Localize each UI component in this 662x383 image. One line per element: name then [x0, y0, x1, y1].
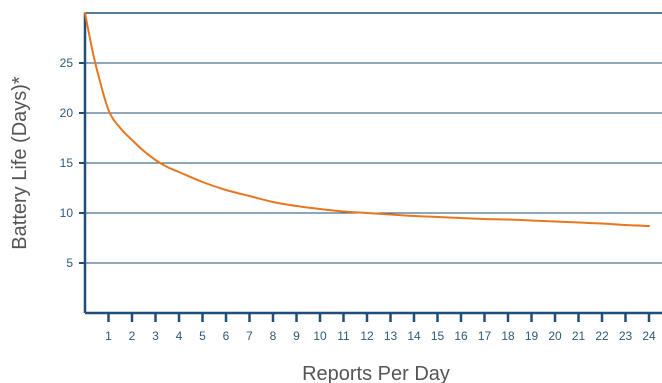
data-point	[143, 150, 145, 152]
x-tick-label-24: 24	[642, 329, 656, 343]
x-tick-label-16: 16	[454, 329, 468, 343]
data-point	[625, 224, 627, 226]
data-point	[131, 139, 133, 141]
data-point	[84, 12, 86, 14]
x-tick-label-11: 11	[337, 329, 350, 343]
data-point	[119, 127, 121, 129]
x-tick-label-12: 12	[360, 329, 374, 343]
y-axis-title: Battery Life (Days)*	[9, 76, 31, 250]
x-tick-label-23: 23	[619, 329, 633, 343]
data-point	[296, 205, 298, 207]
gridlines	[85, 12, 662, 264]
data-point	[272, 201, 274, 203]
data-point	[531, 220, 533, 222]
axis-titles: Reports Per Day Battery Life (Days)*	[9, 76, 450, 383]
data-point	[319, 208, 321, 210]
data-point	[578, 222, 580, 224]
x-tick-label-13: 13	[384, 329, 398, 343]
x-tick-label-5: 5	[199, 329, 206, 343]
x-axis: 1 2 3 4 5 6 7 8 9 10 11 12 13 14 15 16 17 18 19 20 21 22 23 24	[85, 311, 662, 343]
x-tick-label-6: 6	[223, 329, 230, 343]
x-tick-label-18: 18	[501, 329, 515, 343]
x-tick-label-20: 20	[548, 329, 562, 343]
x-tick-label-1: 1	[105, 329, 112, 343]
x-tick-label-21: 21	[572, 329, 586, 343]
x-tick-label-4: 4	[176, 329, 183, 343]
data-point	[249, 195, 251, 197]
data-point	[460, 217, 462, 219]
data-point	[507, 219, 509, 221]
y-axis: 5 10 15 20 25	[60, 13, 87, 313]
x-tick-label-22: 22	[595, 329, 609, 343]
series-line-0	[84, 12, 650, 227]
data-point	[366, 212, 368, 214]
data-point	[437, 216, 439, 218]
data-point	[225, 189, 227, 191]
x-axis-title: Reports Per Day	[302, 363, 450, 383]
x-tick-label-9: 9	[293, 329, 300, 343]
data-point	[484, 218, 486, 220]
x-tick-label-17: 17	[478, 329, 492, 343]
data-point	[178, 171, 180, 173]
data-point	[390, 214, 392, 216]
y-tick-label-5: 5	[66, 256, 73, 270]
y-tick-label-10: 10	[60, 206, 74, 220]
y-tick-label-20: 20	[60, 106, 74, 120]
data-point	[413, 215, 415, 217]
x-tick-label-15: 15	[431, 329, 445, 343]
y-tick-label-15: 15	[60, 156, 74, 170]
x-tick-label-19: 19	[525, 329, 539, 343]
data-point	[90, 42, 92, 44]
data-point	[155, 159, 157, 161]
x-tick-label-7: 7	[246, 329, 253, 343]
series-layer	[84, 12, 650, 227]
x-tick-label-14: 14	[407, 329, 421, 343]
data-point	[108, 109, 110, 111]
data-point	[202, 181, 204, 183]
x-tick-label-2: 2	[129, 329, 136, 343]
x-tick-label-10: 10	[313, 329, 327, 343]
y-tick-label-25: 25	[60, 56, 74, 70]
data-point	[166, 166, 168, 168]
data-point	[554, 221, 556, 223]
data-point	[96, 68, 98, 70]
data-point	[343, 211, 345, 213]
data-point	[648, 225, 650, 227]
x-tick-label-3: 3	[152, 329, 159, 343]
data-point	[601, 223, 603, 225]
x-tick-label-8: 8	[270, 329, 277, 343]
